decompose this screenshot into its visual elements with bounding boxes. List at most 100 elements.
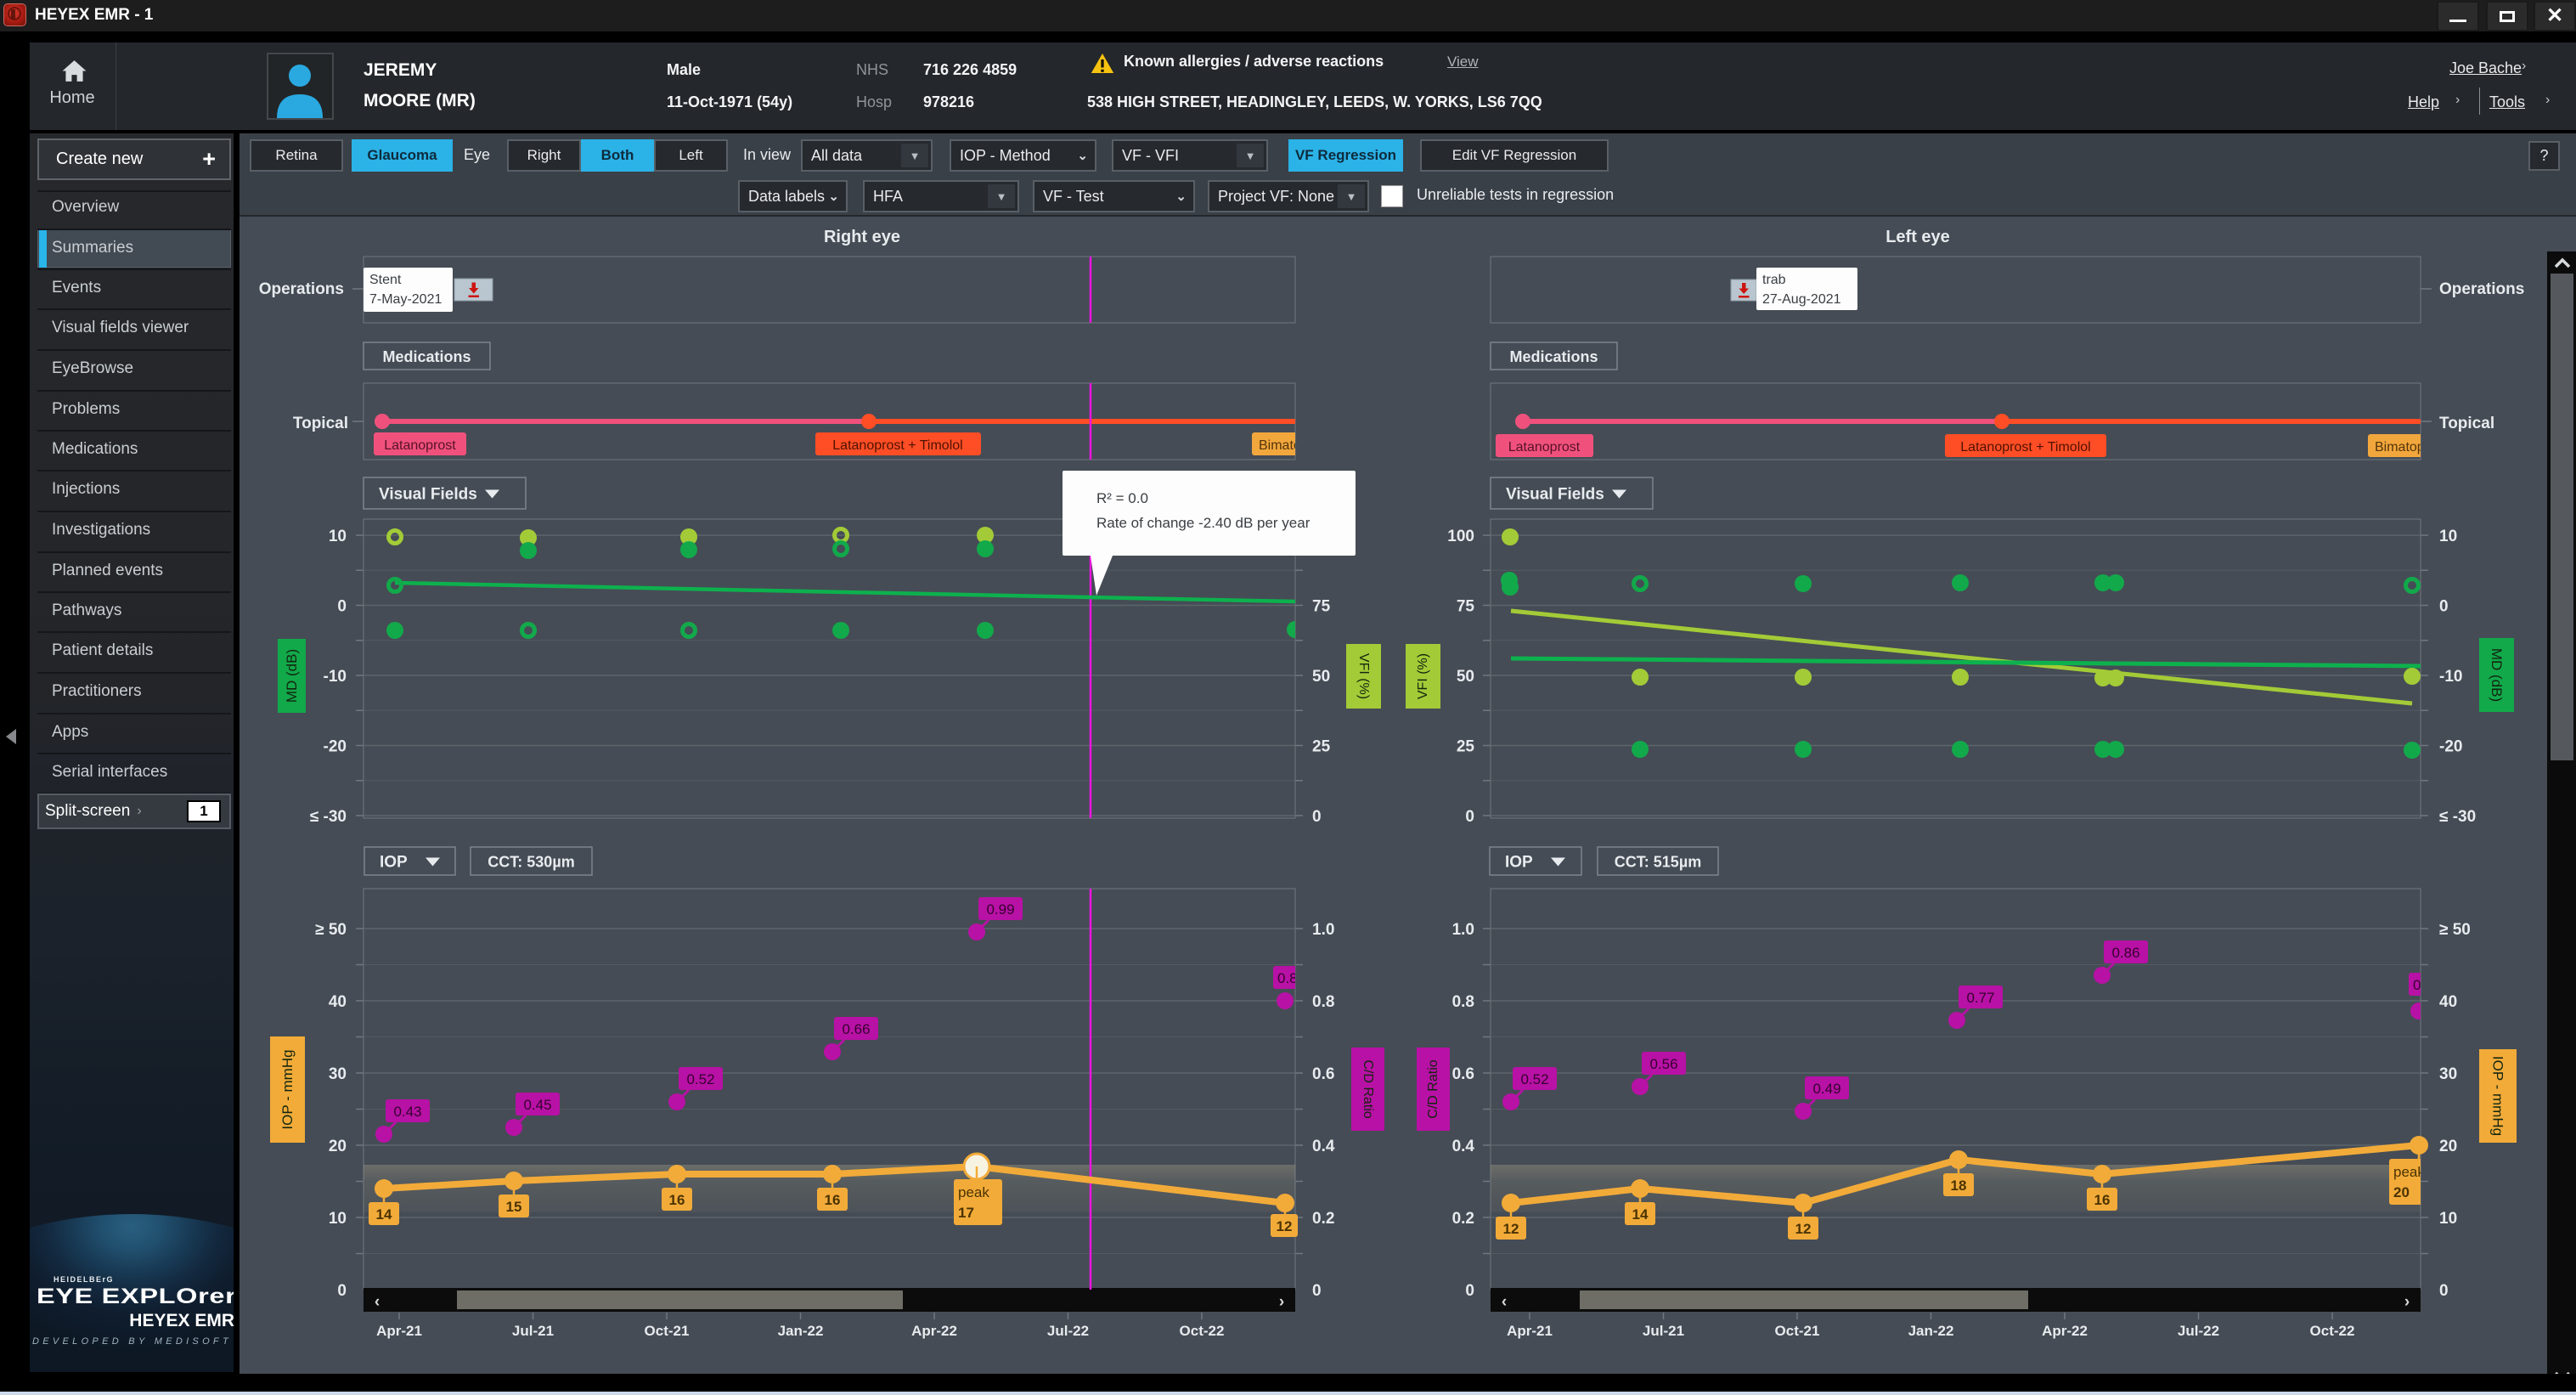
svg-text:0: 0 xyxy=(1312,1282,1322,1300)
svg-text:0: 0 xyxy=(2439,598,2449,616)
svg-text:C/D Ratio: C/D Ratio xyxy=(1361,1059,1375,1118)
svg-text:Medications: Medications xyxy=(1509,348,1598,365)
svg-text:Right eye: Right eye xyxy=(824,228,900,246)
svg-text:-10: -10 xyxy=(2439,668,2462,686)
svg-text:50: 50 xyxy=(1312,668,1330,686)
svg-text:MD (dB): MD (dB) xyxy=(2489,648,2505,702)
svg-text:100: 100 xyxy=(1447,528,1474,545)
svg-text:Bimatoprost: Bimatoprost xyxy=(2375,440,2448,455)
svg-text:›: › xyxy=(2404,1293,2410,1311)
svg-text:MD (dB): MD (dB) xyxy=(284,649,300,703)
svg-text:0.2: 0.2 xyxy=(1312,1210,1334,1228)
svg-text:1.0: 1.0 xyxy=(1452,921,1474,939)
svg-text:14: 14 xyxy=(1632,1206,1649,1223)
svg-text:≤ -30: ≤ -30 xyxy=(2439,808,2476,826)
svg-text:20: 20 xyxy=(2393,1184,2410,1200)
svg-text:Jan-22: Jan-22 xyxy=(1908,1323,1954,1339)
svg-text:75: 75 xyxy=(1312,598,1331,616)
svg-text:0: 0 xyxy=(337,598,347,616)
svg-text:CCT: 515µm: CCT: 515µm xyxy=(1615,854,1701,871)
svg-text:10: 10 xyxy=(2439,1210,2457,1228)
svg-text:12: 12 xyxy=(1503,1221,1519,1237)
svg-text:0.4: 0.4 xyxy=(1312,1138,1335,1155)
svg-text:Oct-22: Oct-22 xyxy=(1180,1323,1225,1339)
svg-text:0.8: 0.8 xyxy=(1452,993,1474,1011)
svg-text:0.52: 0.52 xyxy=(686,1071,714,1087)
svg-text:16: 16 xyxy=(669,1192,685,1208)
svg-text:0.8: 0.8 xyxy=(1277,970,1298,986)
svg-text:Operations: Operations xyxy=(259,280,344,298)
svg-text:peak: peak xyxy=(2393,1164,2425,1180)
svg-text:15: 15 xyxy=(506,1199,522,1215)
svg-text:0.49: 0.49 xyxy=(1812,1081,1840,1097)
svg-text:Latanoprost: Latanoprost xyxy=(1508,440,1581,455)
svg-text:IOP - mmHg: IOP - mmHg xyxy=(2490,1056,2506,1136)
svg-text:Stent: Stent xyxy=(369,273,402,287)
svg-text:Jul-22: Jul-22 xyxy=(1047,1323,1089,1339)
svg-text:10: 10 xyxy=(329,1210,347,1228)
svg-text:Jul-22: Jul-22 xyxy=(2178,1323,2219,1339)
svg-text:Oct-21: Oct-21 xyxy=(645,1323,690,1339)
svg-text:0.45: 0.45 xyxy=(523,1097,551,1113)
svg-text:≥ 50: ≥ 50 xyxy=(315,921,347,939)
svg-text:0.6: 0.6 xyxy=(1312,1065,1334,1083)
svg-text:7-May-2021: 7-May-2021 xyxy=(369,292,442,307)
svg-text:-20: -20 xyxy=(324,738,347,756)
svg-text:Apr-22: Apr-22 xyxy=(911,1323,957,1339)
svg-text:IOP - mmHg: IOP - mmHg xyxy=(279,1049,296,1129)
svg-text:40: 40 xyxy=(329,993,347,1011)
svg-text:Oct-22: Oct-22 xyxy=(2310,1323,2355,1339)
svg-text:12: 12 xyxy=(1277,1218,1293,1234)
svg-text:1.0: 1.0 xyxy=(1312,921,1334,939)
svg-text:Jul-21: Jul-21 xyxy=(1643,1323,1684,1339)
svg-text:0.99: 0.99 xyxy=(986,901,1014,918)
svg-text:Operations: Operations xyxy=(2439,280,2524,298)
svg-text:10: 10 xyxy=(329,528,347,545)
svg-text:0.66: 0.66 xyxy=(842,1021,870,1037)
svg-text:≥ 50: ≥ 50 xyxy=(2439,921,2471,939)
svg-text:Left eye: Left eye xyxy=(1885,228,1950,246)
svg-text:16: 16 xyxy=(825,1192,841,1208)
svg-text:0: 0 xyxy=(2439,1282,2449,1300)
svg-text:30: 30 xyxy=(329,1065,347,1083)
svg-text:›: › xyxy=(1279,1293,1284,1311)
svg-text:0.86: 0.86 xyxy=(2111,945,2139,961)
svg-text:Apr-21: Apr-21 xyxy=(376,1323,422,1339)
svg-text:trab: trab xyxy=(1762,273,1786,287)
svg-text:IOP: IOP xyxy=(380,854,408,872)
svg-text:Oct-21: Oct-21 xyxy=(1775,1323,1820,1339)
svg-text:25: 25 xyxy=(1312,738,1331,756)
svg-text:Medications: Medications xyxy=(382,348,471,365)
svg-text:VFI (%): VFI (%) xyxy=(1416,653,1430,699)
svg-text:Latanoprost: Latanoprost xyxy=(384,438,456,453)
svg-text:IOP: IOP xyxy=(1505,854,1533,872)
svg-text:0.77: 0.77 xyxy=(1966,990,1994,1006)
svg-text:0.56: 0.56 xyxy=(1649,1056,1677,1072)
svg-text:-10: -10 xyxy=(324,668,347,686)
svg-text:0.52: 0.52 xyxy=(1520,1071,1548,1087)
svg-text:27-Aug-2021: 27-Aug-2021 xyxy=(1762,292,1841,307)
svg-text:20: 20 xyxy=(2439,1138,2457,1155)
svg-text:30: 30 xyxy=(2439,1065,2457,1083)
svg-text:0: 0 xyxy=(337,1282,347,1300)
svg-text:Apr-21: Apr-21 xyxy=(1507,1323,1553,1339)
svg-text:14: 14 xyxy=(376,1206,392,1223)
svg-text:50: 50 xyxy=(1457,668,1474,686)
svg-text:0.4: 0.4 xyxy=(1452,1138,1475,1155)
svg-text:17: 17 xyxy=(958,1205,974,1221)
svg-text:0.8: 0.8 xyxy=(1312,993,1334,1011)
svg-text:Latanoprost + Timolol: Latanoprost + Timolol xyxy=(832,438,962,453)
svg-text:Jul-21: Jul-21 xyxy=(512,1323,554,1339)
svg-text:peak: peak xyxy=(958,1184,989,1200)
svg-text:0: 0 xyxy=(1465,808,1474,826)
svg-text:0: 0 xyxy=(1312,808,1322,826)
svg-text:CCT: 530µm: CCT: 530µm xyxy=(488,854,574,871)
svg-text:‹: ‹ xyxy=(375,1293,380,1311)
svg-text:0.43: 0.43 xyxy=(393,1104,421,1120)
svg-text:Topical: Topical xyxy=(2439,415,2494,432)
svg-text:12: 12 xyxy=(1795,1221,1812,1237)
svg-text:-20: -20 xyxy=(2439,738,2462,756)
svg-text:0.2: 0.2 xyxy=(1452,1210,1474,1228)
svg-text:Topical: Topical xyxy=(293,415,348,432)
svg-text:18: 18 xyxy=(1951,1178,1967,1194)
